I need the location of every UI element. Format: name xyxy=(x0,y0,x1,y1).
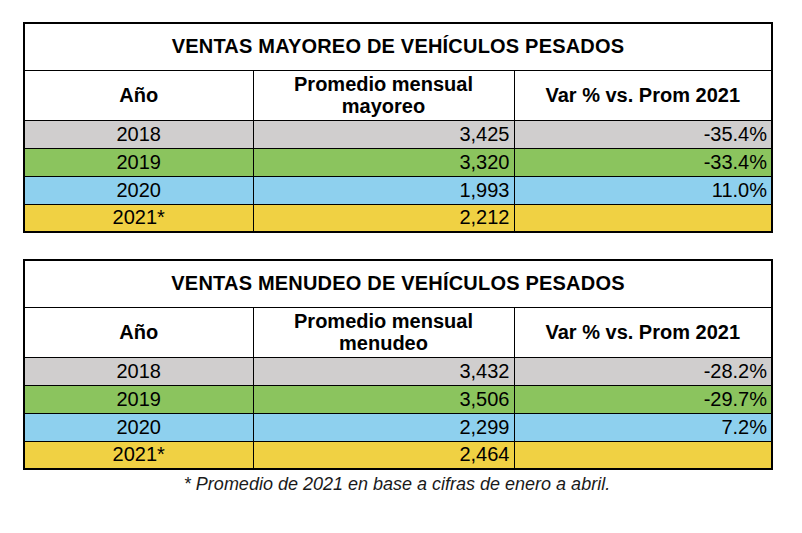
table-row-2019: 2019 3,506 -29.7% xyxy=(24,385,772,413)
col-header-avg-label: Promedio mensual mayoreo xyxy=(286,73,481,118)
avg-cell: 3,506 xyxy=(253,385,514,413)
table-row-2020: 2020 2,299 7.2% xyxy=(24,413,772,441)
year-cell: 2020 xyxy=(24,176,253,204)
year-cell: 2019 xyxy=(24,385,253,413)
avg-cell: 3,432 xyxy=(253,357,514,385)
table-title-row: VENTAS MENUDEO DE VEHÍCULOS PESADOS xyxy=(24,260,772,307)
var-cell xyxy=(514,204,772,232)
table-row-2020: 2020 1,993 11.0% xyxy=(24,176,772,204)
col-header-year: Año xyxy=(24,307,253,357)
avg-cell: 3,425 xyxy=(253,120,514,148)
avg-cell: 1,993 xyxy=(253,176,514,204)
table-title: VENTAS MAYOREO DE VEHÍCULOS PESADOS xyxy=(24,23,772,70)
avg-cell: 2,299 xyxy=(253,413,514,441)
col-header-var: Var % vs. Prom 2021 xyxy=(514,307,772,357)
table-header-row: Año Promedio mensual mayoreo Var % vs. P… xyxy=(24,70,772,120)
table-row-2018: 2018 3,425 -35.4% xyxy=(24,120,772,148)
retail-sales-table: VENTAS MENUDEO DE VEHÍCULOS PESADOS Año … xyxy=(23,259,773,470)
col-header-avg: Promedio mensual mayoreo xyxy=(253,70,514,120)
col-header-avg-label: Promedio mensual menudeo xyxy=(286,310,481,355)
col-header-avg: Promedio mensual menudeo xyxy=(253,307,514,357)
table-row-2021: 2021* 2,212 xyxy=(24,204,772,232)
table-header-row: Año Promedio mensual menudeo Var % vs. P… xyxy=(24,307,772,357)
var-cell: 7.2% xyxy=(514,413,772,441)
year-cell: 2020 xyxy=(24,413,253,441)
col-header-year: Año xyxy=(24,70,253,120)
table-row-2019: 2019 3,320 -33.4% xyxy=(24,148,772,176)
var-cell: -35.4% xyxy=(514,120,772,148)
year-cell: 2021* xyxy=(24,441,253,469)
year-cell: 2021* xyxy=(24,204,253,232)
year-cell: 2018 xyxy=(24,357,253,385)
footnote: * Promedio de 2021 en base a cifras de e… xyxy=(23,474,771,495)
var-cell: -28.2% xyxy=(514,357,772,385)
table-row-2018: 2018 3,432 -28.2% xyxy=(24,357,772,385)
col-header-var: Var % vs. Prom 2021 xyxy=(514,70,772,120)
var-cell: 11.0% xyxy=(514,176,772,204)
year-cell: 2019 xyxy=(24,148,253,176)
table-title-row: VENTAS MAYOREO DE VEHÍCULOS PESADOS xyxy=(24,23,772,70)
report-page: VENTAS MAYOREO DE VEHÍCULOS PESADOS Año … xyxy=(0,0,802,495)
year-cell: 2018 xyxy=(24,120,253,148)
avg-cell: 3,320 xyxy=(253,148,514,176)
avg-cell: 2,464 xyxy=(253,441,514,469)
var-cell: -29.7% xyxy=(514,385,772,413)
var-cell xyxy=(514,441,772,469)
avg-cell: 2,212 xyxy=(253,204,514,232)
table-row-2021: 2021* 2,464 xyxy=(24,441,772,469)
var-cell: -33.4% xyxy=(514,148,772,176)
table-title: VENTAS MENUDEO DE VEHÍCULOS PESADOS xyxy=(24,260,772,307)
wholesale-sales-table: VENTAS MAYOREO DE VEHÍCULOS PESADOS Año … xyxy=(23,22,773,233)
